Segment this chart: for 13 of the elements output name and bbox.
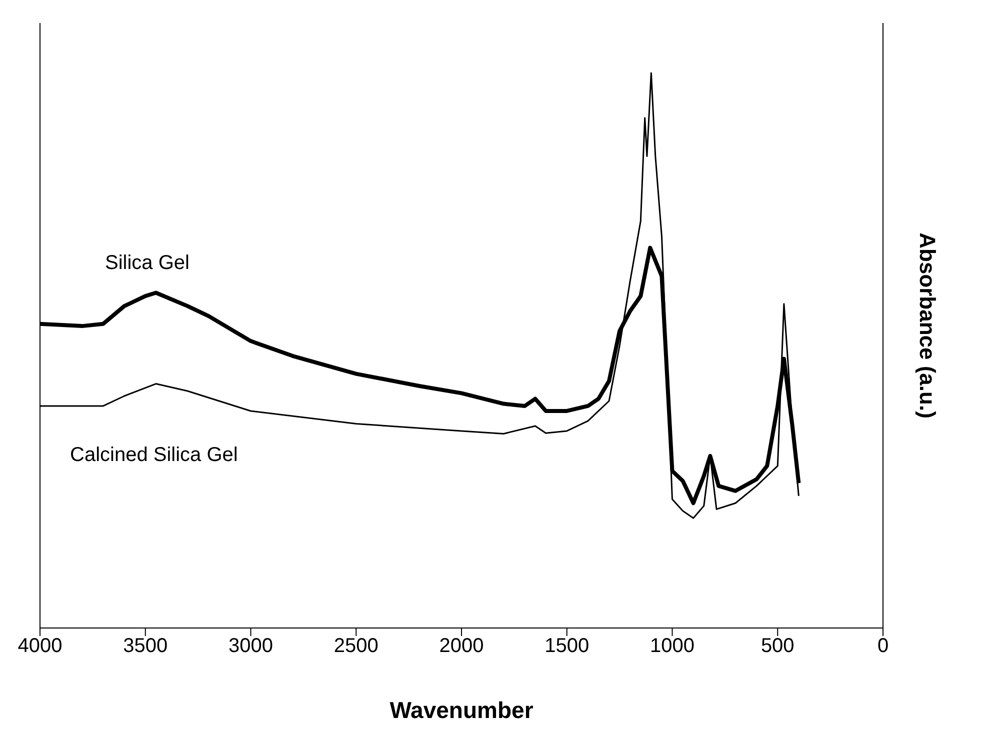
x-axis-title: Wavenumber xyxy=(390,697,534,723)
x-tick-label: 2500 xyxy=(334,635,378,658)
x-tick-label: 3000 xyxy=(228,635,273,658)
x-tick-label: 2000 xyxy=(439,635,484,658)
x-tick-label: 500 xyxy=(760,635,794,658)
x-tick-label: 4000 xyxy=(18,635,62,658)
series-label: Calcined Silica Gel xyxy=(70,444,238,466)
x-tick-label: 0 xyxy=(877,635,889,658)
series-label: Silica Gel xyxy=(105,252,190,274)
y-axis-title: Absorbance (a.u.) xyxy=(915,232,940,418)
x-tick-label: 1000 xyxy=(650,635,694,658)
x-tick-label: 3500 xyxy=(123,635,168,658)
x-tick-label: 1500 xyxy=(544,635,590,658)
